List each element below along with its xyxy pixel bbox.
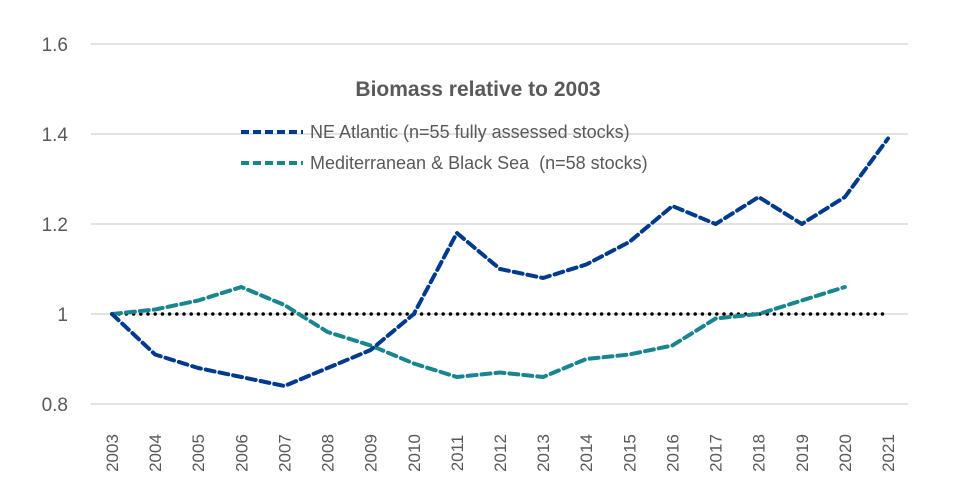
x-tick-label: 2007 bbox=[275, 434, 294, 472]
legend-item-mediterranean: Mediterranean & Black Sea (n=58 stocks) bbox=[241, 153, 648, 173]
x-tick-label: 2020 bbox=[836, 434, 855, 472]
y-tick-label: 1.2 bbox=[42, 215, 68, 236]
y-tick-label: 1 bbox=[57, 305, 68, 326]
x-tick-label: 2005 bbox=[189, 434, 208, 472]
x-tick-label: 2003 bbox=[103, 434, 122, 472]
y-tick-label: 1.4 bbox=[42, 125, 69, 146]
legend-label-ne-atlantic: NE Atlantic (n=55 fully assessed stocks) bbox=[310, 122, 630, 142]
x-tick-label: 2013 bbox=[534, 434, 553, 472]
x-axis-ticks: 2003 2004 2005 2006 2007 2008 2009 2010 2011 2012… bbox=[103, 434, 898, 472]
legend: NE Atlantic (n=55 fully assessed stocks)… bbox=[241, 122, 648, 173]
x-tick-label: 2011 bbox=[448, 435, 467, 472]
x-tick-label: 2009 bbox=[362, 434, 381, 472]
x-tick-label: 2019 bbox=[793, 434, 812, 472]
series-line-ne-atlantic bbox=[110, 136, 890, 388]
y-tick-label: 0.8 bbox=[42, 395, 68, 416]
series-line-mediterranean bbox=[110, 285, 847, 379]
x-tick-label: 2015 bbox=[620, 434, 639, 472]
x-tick-label: 2017 bbox=[707, 434, 726, 472]
x-tick-label: 2021 bbox=[879, 434, 898, 472]
x-tick-label: 2004 bbox=[146, 434, 165, 472]
legend-label-mediterranean: Mediterranean & Black Sea (n=58 stocks) bbox=[310, 153, 648, 173]
x-tick-label: 2014 bbox=[577, 434, 596, 472]
y-axis-ticks: 0.8 1 1.2 1.4 1.6 bbox=[42, 35, 69, 416]
y-tick-label: 1.6 bbox=[42, 35, 68, 56]
series-lines bbox=[110, 136, 890, 388]
x-tick-label: 2018 bbox=[750, 434, 769, 472]
x-tick-label: 2012 bbox=[491, 434, 510, 472]
legend-item-ne-atlantic: NE Atlantic (n=55 fully assessed stocks) bbox=[241, 122, 630, 142]
x-tick-label: 2008 bbox=[319, 434, 338, 472]
x-tick-label: 2016 bbox=[663, 434, 682, 472]
x-tick-label: 2010 bbox=[405, 434, 424, 472]
x-tick-label: 2006 bbox=[232, 434, 251, 472]
chart-title: Biomass relative to 2003 bbox=[355, 78, 600, 101]
